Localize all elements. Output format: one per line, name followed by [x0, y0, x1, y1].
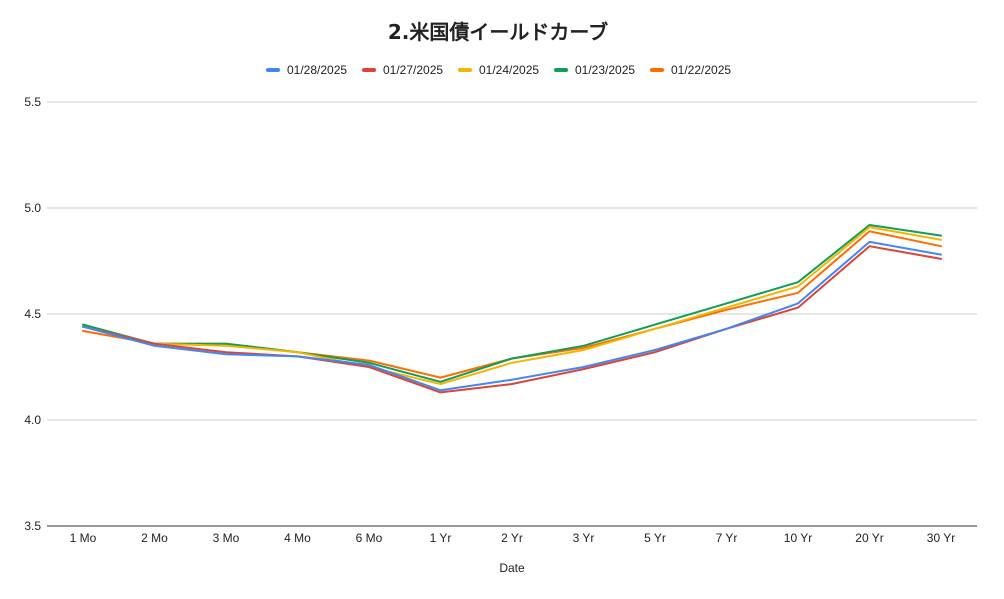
x-tick-label: 2 Mo	[141, 531, 168, 545]
series-line-01-23-2025	[82, 224, 942, 383]
y-axis-ticks: 3.5 4.0 4.5 5.0 5.5	[24, 95, 41, 533]
series-line-01-28-2025	[82, 240, 942, 392]
x-tick-label: 7 Yr	[716, 531, 738, 545]
x-axis-title: Date	[499, 561, 525, 575]
chart-series	[82, 224, 942, 394]
legend-item: 01/22/2025	[650, 63, 731, 77]
x-tick-label: 10 Yr	[784, 531, 812, 545]
legend-item: 01/28/2025	[266, 63, 347, 77]
legend-label: 01/24/2025	[479, 63, 539, 77]
chart-legend: 01/28/2025 01/27/2025 01/24/2025 01/23/2025…	[266, 63, 731, 77]
chart-gridlines	[47, 101, 977, 527]
x-tick-label: 30 Yr	[927, 531, 955, 545]
y-tick-label: 5.5	[24, 95, 41, 109]
series-line-01-24-2025	[82, 226, 942, 385]
x-tick-label: 4 Mo	[284, 531, 311, 545]
x-tick-label: 1 Mo	[70, 531, 97, 545]
chart-title: 2.米国債イールドカーブ	[388, 20, 608, 44]
legend-label: 01/22/2025	[671, 63, 731, 77]
legend-item: 01/23/2025	[554, 63, 635, 77]
x-axis-ticks: 1 Mo 2 Mo 3 Mo 4 Mo 6 Mo 1 Yr 2 Yr 3 Yr 5 Yr 7 Yr…	[70, 531, 956, 545]
y-tick-label: 4.0	[24, 413, 41, 427]
legend-label: 01/27/2025	[383, 63, 443, 77]
series-line-01-27-2025	[82, 245, 942, 394]
y-tick-label: 5.0	[24, 201, 41, 215]
y-tick-label: 4.5	[24, 307, 41, 321]
y-tick-label: 3.5	[24, 519, 41, 533]
x-tick-label: 5 Yr	[644, 531, 666, 545]
x-tick-label: 6 Mo	[356, 531, 383, 545]
x-tick-label: 2 Yr	[501, 531, 523, 545]
legend-item: 01/27/2025	[362, 63, 443, 77]
x-tick-label: 3 Yr	[573, 531, 595, 545]
legend-label: 01/23/2025	[575, 63, 635, 77]
x-tick-label: 1 Yr	[430, 531, 452, 545]
x-tick-label: 3 Mo	[213, 531, 240, 545]
legend-label: 01/28/2025	[287, 63, 347, 77]
x-tick-label: 20 Yr	[855, 531, 883, 545]
legend-item: 01/24/2025	[458, 63, 539, 77]
